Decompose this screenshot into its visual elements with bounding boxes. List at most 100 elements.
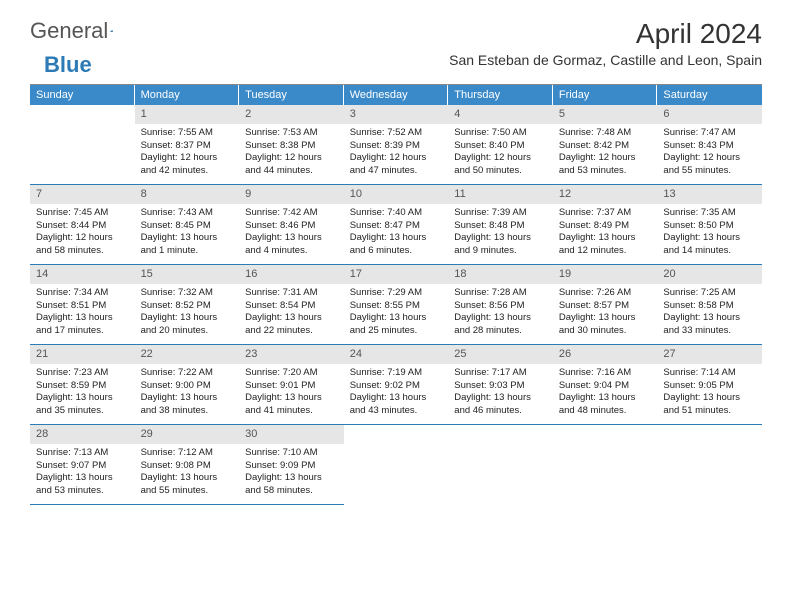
day-body: Sunrise: 7:29 AMSunset: 8:55 PMDaylight:… bbox=[344, 287, 449, 338]
day-body: Sunrise: 7:53 AMSunset: 8:38 PMDaylight:… bbox=[239, 127, 344, 178]
daylight-text: Daylight: 12 hours and 42 minutes. bbox=[141, 152, 236, 178]
day-body: Sunrise: 7:35 AMSunset: 8:50 PMDaylight:… bbox=[657, 207, 762, 258]
daylight-text: Daylight: 13 hours and 17 minutes. bbox=[36, 312, 131, 338]
sunset-text: Sunset: 8:45 PM bbox=[141, 220, 236, 233]
day-number: 25 bbox=[448, 345, 553, 364]
sunrise-text: Sunrise: 7:28 AM bbox=[454, 287, 549, 300]
day-number: 14 bbox=[30, 265, 135, 284]
sunset-text: Sunset: 8:38 PM bbox=[245, 140, 340, 153]
day-body: Sunrise: 7:22 AMSunset: 9:00 PMDaylight:… bbox=[135, 367, 240, 418]
sunset-text: Sunset: 9:02 PM bbox=[350, 380, 445, 393]
daylight-text: Daylight: 13 hours and 48 minutes. bbox=[559, 392, 654, 418]
sunset-text: Sunset: 8:39 PM bbox=[350, 140, 445, 153]
weekday-header: Monday bbox=[135, 85, 240, 105]
weekday-header: Friday bbox=[553, 85, 658, 105]
day-number: 9 bbox=[239, 185, 344, 204]
daylight-text: Daylight: 12 hours and 53 minutes. bbox=[559, 152, 654, 178]
sunset-text: Sunset: 8:46 PM bbox=[245, 220, 340, 233]
sunset-text: Sunset: 8:51 PM bbox=[36, 300, 131, 313]
sunset-text: Sunset: 8:57 PM bbox=[559, 300, 654, 313]
day-body: Sunrise: 7:14 AMSunset: 9:05 PMDaylight:… bbox=[657, 367, 762, 418]
sunrise-text: Sunrise: 7:45 AM bbox=[36, 207, 131, 220]
day-body: Sunrise: 7:48 AMSunset: 8:42 PMDaylight:… bbox=[553, 127, 658, 178]
daylight-text: Daylight: 13 hours and 51 minutes. bbox=[663, 392, 758, 418]
daylight-text: Daylight: 13 hours and 53 minutes. bbox=[36, 472, 131, 498]
day-number: 15 bbox=[135, 265, 240, 284]
calendar-cell: 4Sunrise: 7:50 AMSunset: 8:40 PMDaylight… bbox=[448, 105, 553, 185]
calendar-cell: 3Sunrise: 7:52 AMSunset: 8:39 PMDaylight… bbox=[344, 105, 449, 185]
sunset-text: Sunset: 8:44 PM bbox=[36, 220, 131, 233]
sunset-text: Sunset: 8:42 PM bbox=[559, 140, 654, 153]
calendar-cell: 6Sunrise: 7:47 AMSunset: 8:43 PMDaylight… bbox=[657, 105, 762, 185]
daylight-text: Daylight: 12 hours and 58 minutes. bbox=[36, 232, 131, 258]
day-number: 16 bbox=[239, 265, 344, 284]
day-body: Sunrise: 7:28 AMSunset: 8:56 PMDaylight:… bbox=[448, 287, 553, 338]
daylight-text: Daylight: 13 hours and 14 minutes. bbox=[663, 232, 758, 258]
day-body: Sunrise: 7:32 AMSunset: 8:52 PMDaylight:… bbox=[135, 287, 240, 338]
calendar-grid: 1 Sunrise: 7:55 AMSunset: 8:37 PMDaylight… bbox=[30, 105, 762, 505]
weekday-header: Tuesday bbox=[239, 85, 344, 105]
sunset-text: Sunset: 8:49 PM bbox=[559, 220, 654, 233]
day-body: Sunrise: 7:43 AMSunset: 8:45 PMDaylight:… bbox=[135, 207, 240, 258]
sunrise-text: Sunrise: 7:13 AM bbox=[36, 447, 131, 460]
day-body: Sunrise: 7:55 AMSunset: 8:37 PMDaylight:… bbox=[135, 127, 240, 178]
sunset-text: Sunset: 8:47 PM bbox=[350, 220, 445, 233]
daylight-text: Daylight: 13 hours and 58 minutes. bbox=[245, 472, 340, 498]
calendar-cell: 28Sunrise: 7:13 AMSunset: 9:07 PMDayligh… bbox=[30, 425, 135, 505]
sunset-text: Sunset: 8:52 PM bbox=[141, 300, 236, 313]
day-number: 26 bbox=[553, 345, 658, 364]
day-number: 24 bbox=[344, 345, 449, 364]
sunrise-text: Sunrise: 7:26 AM bbox=[559, 287, 654, 300]
sunset-text: Sunset: 8:40 PM bbox=[454, 140, 549, 153]
sunrise-text: Sunrise: 7:20 AM bbox=[245, 367, 340, 380]
day-number: 13 bbox=[657, 185, 762, 204]
calendar-cell: 12Sunrise: 7:37 AMSunset: 8:49 PMDayligh… bbox=[553, 185, 658, 265]
sunrise-text: Sunrise: 7:37 AM bbox=[559, 207, 654, 220]
sunset-text: Sunset: 8:55 PM bbox=[350, 300, 445, 313]
day-body: Sunrise: 7:39 AMSunset: 8:48 PMDaylight:… bbox=[448, 207, 553, 258]
calendar-cell: 17Sunrise: 7:29 AMSunset: 8:55 PMDayligh… bbox=[344, 265, 449, 345]
calendar-cell: 25Sunrise: 7:17 AMSunset: 9:03 PMDayligh… bbox=[448, 345, 553, 425]
day-number: 18 bbox=[448, 265, 553, 284]
daylight-text: Daylight: 13 hours and 33 minutes. bbox=[663, 312, 758, 338]
daylight-text: Daylight: 13 hours and 25 minutes. bbox=[350, 312, 445, 338]
day-number: 23 bbox=[239, 345, 344, 364]
calendar-cell: 18 Sunrise: 7:28 AMSunset: 8:56 PMDayligh… bbox=[448, 265, 553, 345]
sunrise-text: Sunrise: 7:47 AM bbox=[663, 127, 758, 140]
sunset-text: Sunset: 8:37 PM bbox=[141, 140, 236, 153]
daylight-text: Daylight: 13 hours and 43 minutes. bbox=[350, 392, 445, 418]
sunrise-text: Sunrise: 7:40 AM bbox=[350, 207, 445, 220]
calendar-cell: 9 Sunrise: 7:42 AMSunset: 8:46 PMDaylight… bbox=[239, 185, 344, 265]
calendar-cell: 7Sunrise: 7:45 AMSunset: 8:44 PMDaylight… bbox=[30, 185, 135, 265]
day-number: 1 bbox=[135, 105, 240, 124]
day-number: 4 bbox=[448, 105, 553, 124]
weekday-header: Sunday bbox=[30, 85, 135, 105]
month-title: April 2024 bbox=[449, 18, 762, 50]
sunset-text: Sunset: 9:07 PM bbox=[36, 460, 131, 473]
day-body: Sunrise: 7:47 AMSunset: 8:43 PMDaylight:… bbox=[657, 127, 762, 178]
daylight-text: Daylight: 12 hours and 50 minutes. bbox=[454, 152, 549, 178]
sunset-text: Sunset: 9:09 PM bbox=[245, 460, 340, 473]
day-number: 3 bbox=[344, 105, 449, 124]
day-number: 30 bbox=[239, 425, 344, 444]
daylight-text: Daylight: 13 hours and 55 minutes. bbox=[141, 472, 236, 498]
calendar-cell: 24 Sunrise: 7:19 AMSunset: 9:02 PMDayligh… bbox=[344, 345, 449, 425]
calendar-cell: 8Sunrise: 7:43 AMSunset: 8:45 PMDaylight… bbox=[135, 185, 240, 265]
day-number: 5 bbox=[553, 105, 658, 124]
sunrise-text: Sunrise: 7:22 AM bbox=[141, 367, 236, 380]
day-number: 22 bbox=[135, 345, 240, 364]
day-body: Sunrise: 7:42 AMSunset: 8:46 PMDaylight:… bbox=[239, 207, 344, 258]
sunset-text: Sunset: 9:01 PM bbox=[245, 380, 340, 393]
day-body: Sunrise: 7:13 AMSunset: 9:07 PMDaylight:… bbox=[30, 447, 135, 498]
weekday-header: Thursday bbox=[448, 85, 553, 105]
daylight-text: Daylight: 13 hours and 1 minute. bbox=[141, 232, 236, 258]
day-body: Sunrise: 7:34 AMSunset: 8:51 PMDaylight:… bbox=[30, 287, 135, 338]
day-body: Sunrise: 7:10 AMSunset: 9:09 PMDaylight:… bbox=[239, 447, 344, 498]
sunset-text: Sunset: 8:58 PM bbox=[663, 300, 758, 313]
sunset-text: Sunset: 8:50 PM bbox=[663, 220, 758, 233]
sunrise-text: Sunrise: 7:17 AM bbox=[454, 367, 549, 380]
calendar-cell bbox=[30, 105, 135, 185]
calendar-cell: 16Sunrise: 7:31 AMSunset: 8:54 PMDayligh… bbox=[239, 265, 344, 345]
sunrise-text: Sunrise: 7:19 AM bbox=[350, 367, 445, 380]
daylight-text: Daylight: 13 hours and 35 minutes. bbox=[36, 392, 131, 418]
